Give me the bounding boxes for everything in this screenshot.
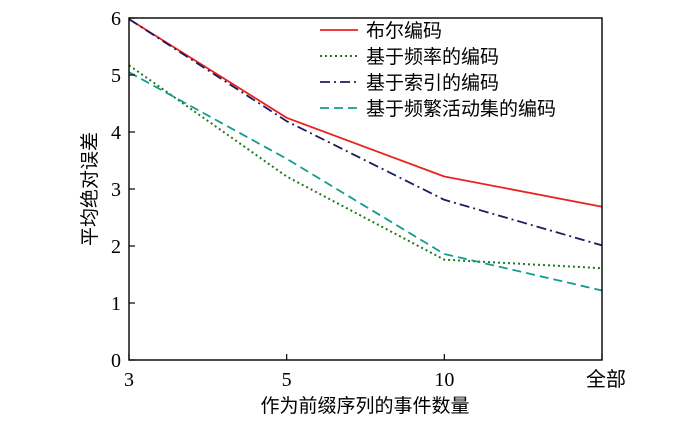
x-axis-title: 作为前缀序列的事件数量 <box>260 395 469 417</box>
y-tick-label: 3 <box>111 179 121 201</box>
legend-label-3: 基于索引的编码 <box>366 72 499 94</box>
y-tick-label: 5 <box>111 65 121 87</box>
y-tick-label: 0 <box>111 350 121 372</box>
legend-label-1: 布尔编码 <box>366 20 442 42</box>
x-tick-label: 10 <box>434 369 454 391</box>
plot-frame <box>128 17 603 361</box>
y-axis-title: 平均绝对误差 <box>79 132 101 246</box>
y-tick-label: 4 <box>111 122 121 144</box>
x-tick-label: 3 <box>124 369 134 391</box>
x-tick-label: 5 <box>282 369 292 391</box>
series-line-3 <box>128 18 603 247</box>
series-line-4 <box>128 71 603 292</box>
y-tick-label: 6 <box>111 8 121 30</box>
y-tick-label: 2 <box>111 236 121 258</box>
series-line-1 <box>128 18 603 208</box>
legend-label-4: 基于频繁活动集的编码 <box>366 98 556 120</box>
series-layer <box>128 18 603 292</box>
y-tick-label: 1 <box>111 293 121 315</box>
ticks-layer: 0 1 2 3 4 5 6 3 5 10 全部 <box>111 8 626 391</box>
series-line-2 <box>128 64 603 270</box>
legend-label-2: 基于频率的编码 <box>366 46 499 68</box>
x-tick-label: 全部 <box>586 368 626 391</box>
